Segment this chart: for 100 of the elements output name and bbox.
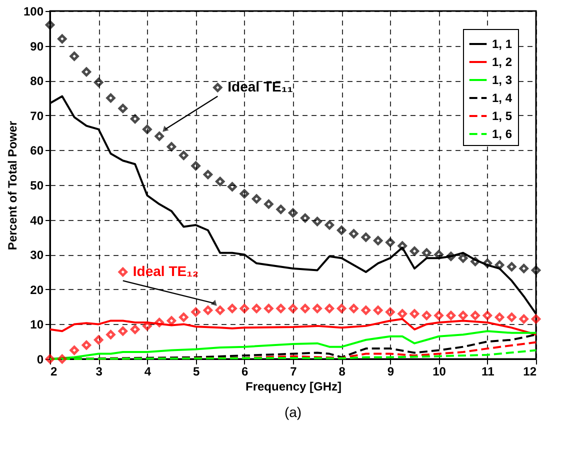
- point: [154, 318, 164, 328]
- point: [203, 170, 213, 180]
- point: [422, 248, 432, 258]
- legend-label: Ideal TE₁₁: [228, 78, 294, 95]
- point: [494, 312, 504, 322]
- x-tick-label: 2: [50, 364, 58, 378]
- point: [106, 93, 116, 103]
- point: [179, 312, 188, 322]
- point: [336, 304, 346, 314]
- point: [45, 20, 55, 30]
- point: [458, 253, 468, 263]
- y-tick-label: 30: [30, 248, 44, 262]
- point: [82, 340, 92, 350]
- point: [324, 304, 334, 314]
- point: [166, 142, 176, 152]
- y-tick-label: 40: [30, 213, 44, 228]
- point: [349, 304, 358, 314]
- point: [470, 256, 480, 266]
- point: [179, 150, 188, 160]
- point: [252, 194, 262, 204]
- point: [324, 220, 334, 230]
- point: [154, 132, 164, 141]
- legend-label: Ideal TE₁₂: [132, 263, 199, 279]
- point: [361, 306, 371, 315]
- point: [482, 310, 492, 320]
- point: [494, 260, 504, 270]
- point: [130, 324, 140, 334]
- x-tick-label: 12: [523, 364, 537, 378]
- point: [240, 189, 250, 198]
- point: [70, 52, 79, 61]
- y-tick-label: 60: [30, 144, 44, 158]
- point: [470, 310, 480, 320]
- x-tick-label: 5: [192, 364, 200, 378]
- legend-label: 1, 2: [492, 55, 512, 69]
- x-tick-label: 10: [432, 364, 446, 378]
- point: [507, 262, 516, 272]
- legend-label: 1, 1: [492, 37, 512, 51]
- point: [264, 200, 274, 209]
- point: [215, 306, 225, 315]
- point: [106, 330, 116, 340]
- y-tick-label: 70: [30, 108, 44, 123]
- point: [58, 34, 67, 44]
- point: [434, 310, 444, 320]
- x-tick-label: 7: [290, 364, 298, 378]
- point: [300, 213, 310, 223]
- point: [312, 216, 322, 226]
- point: [507, 312, 516, 322]
- point: [373, 306, 383, 315]
- y-tick-label: 20: [30, 282, 44, 297]
- point: [312, 304, 322, 314]
- point: [373, 236, 383, 246]
- point: [215, 176, 225, 186]
- legend-label: 1, 6: [492, 127, 512, 141]
- point: [130, 114, 140, 124]
- point: [361, 232, 371, 242]
- point: [434, 250, 444, 260]
- point: [58, 354, 67, 364]
- point: [228, 304, 237, 314]
- point: [142, 321, 152, 331]
- point: [349, 229, 358, 238]
- point: [458, 310, 468, 320]
- point: [386, 238, 395, 248]
- point: [118, 326, 128, 336]
- y-tick-label: 10: [30, 318, 44, 332]
- y-tick-label: 100: [23, 4, 44, 18]
- point: [94, 335, 104, 344]
- x-tick-label: 3: [96, 364, 103, 378]
- point: [446, 310, 456, 320]
- point: [386, 307, 395, 317]
- point: [531, 314, 541, 324]
- x-tick-label: 11: [482, 364, 495, 378]
- point: [118, 104, 128, 114]
- point: [300, 304, 310, 314]
- y-tick-label: 80: [30, 74, 44, 88]
- point: [446, 252, 456, 261]
- y-tick-label: 90: [30, 39, 44, 54]
- x-tick-label: 4: [144, 364, 152, 378]
- point: [94, 78, 104, 87]
- point: [398, 241, 407, 251]
- point: [410, 246, 420, 256]
- point: [422, 310, 432, 320]
- point: [228, 182, 237, 192]
- point: [398, 309, 407, 318]
- point: [482, 258, 492, 268]
- point: [240, 304, 250, 314]
- point: [252, 304, 262, 314]
- point: [166, 316, 176, 326]
- point: [191, 307, 200, 317]
- point: [82, 67, 92, 77]
- legend-label: 1, 4: [492, 91, 512, 105]
- x-tick-label: 6: [242, 364, 249, 378]
- x-tick-label: 9: [387, 364, 394, 378]
- y-tick-label: 50: [30, 178, 44, 192]
- point: [288, 304, 298, 314]
- point: [288, 208, 298, 218]
- point: [519, 264, 528, 274]
- point: [519, 314, 528, 324]
- point: [264, 304, 274, 314]
- point: [276, 304, 286, 314]
- point: [203, 306, 213, 315]
